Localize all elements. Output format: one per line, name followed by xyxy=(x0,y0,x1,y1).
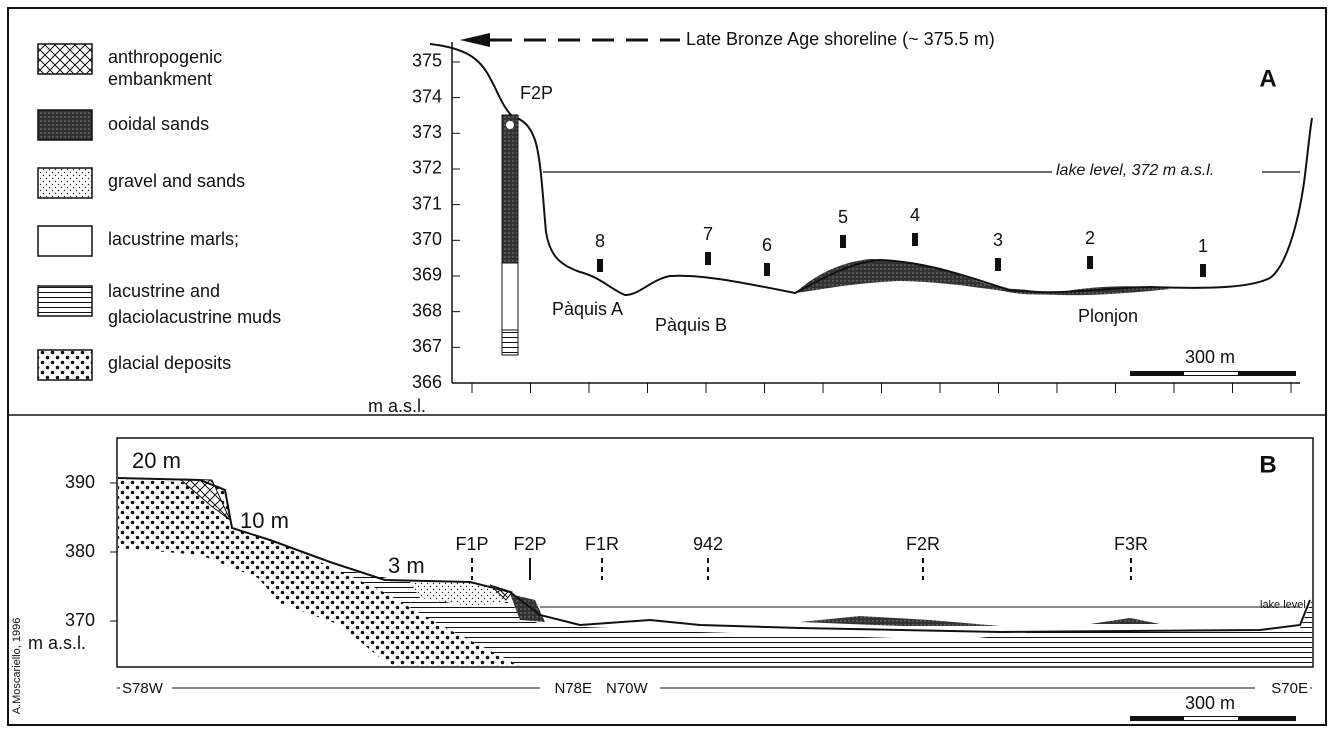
y-tick-label: 367 xyxy=(412,336,442,356)
panel-label: B xyxy=(1259,451,1276,478)
site-marker xyxy=(705,252,711,265)
y-tick-label: 371 xyxy=(412,193,442,213)
site-marker xyxy=(995,258,1001,271)
terrace-label: 20 m xyxy=(132,448,181,473)
legend-label: glaciolacustrine muds xyxy=(108,307,281,327)
panel-label: A xyxy=(1259,65,1276,92)
core-label: F2P xyxy=(520,83,553,103)
frame xyxy=(7,7,1327,726)
place-label: Plonjon xyxy=(1078,306,1138,326)
site-marker xyxy=(764,263,770,276)
site-label: 8 xyxy=(595,231,605,251)
y-tick-label: 370 xyxy=(412,229,442,249)
legend-swatch xyxy=(37,225,93,257)
core-label: F2R xyxy=(906,534,940,554)
site-marker xyxy=(1087,256,1093,269)
direction: N78E xyxy=(554,680,592,697)
site-label: 1 xyxy=(1198,236,1208,256)
legend-label: glacial deposits xyxy=(108,353,231,373)
scale-bar xyxy=(1184,372,1238,375)
y-tick-label: 366 xyxy=(412,372,442,392)
core-log xyxy=(501,114,519,356)
legend-swatch xyxy=(37,167,93,199)
legend-label: embankment xyxy=(108,69,212,89)
y-tick-label: 370 xyxy=(65,610,95,630)
core-label: 942 xyxy=(693,534,723,554)
core-label: F2P xyxy=(513,534,546,554)
legend xyxy=(37,43,93,381)
annotation: Late Bronze Age shoreline (~ 375.5 m) xyxy=(686,29,995,49)
y-tick-label: 369 xyxy=(412,265,442,285)
axis-unit: m a.s.l. xyxy=(368,396,426,416)
terrace-label: 3 m xyxy=(388,553,425,578)
place-label: Pàquis A xyxy=(552,299,623,319)
ooidal-sands xyxy=(510,594,1160,626)
legend-swatch xyxy=(37,349,93,381)
core-label: F3R xyxy=(1114,534,1148,554)
scale-label: 300 m xyxy=(1185,693,1235,713)
place-label: Pàquis B xyxy=(655,315,727,335)
site-label: 5 xyxy=(838,207,848,227)
terrace-label: 10 m xyxy=(240,508,289,533)
y-tick-label: 373 xyxy=(412,122,442,142)
profile xyxy=(117,477,1311,634)
core-label: F1P xyxy=(455,534,488,554)
muds xyxy=(300,562,1312,666)
scale-bar xyxy=(1184,717,1238,720)
axis-unit: m a.s.l. xyxy=(28,633,86,653)
gravel xyxy=(410,581,505,606)
site-marker xyxy=(840,235,846,248)
scale-label: 300 m xyxy=(1185,347,1235,367)
core-label: F1R xyxy=(585,534,619,554)
ooidal-sands xyxy=(795,259,1040,294)
site-label: 6 xyxy=(762,235,772,255)
site-marker xyxy=(912,233,918,246)
direction: S78W xyxy=(122,680,164,697)
site-label: 4 xyxy=(910,205,920,225)
site-label: 7 xyxy=(703,224,713,244)
legend-label: lacustrine marls; xyxy=(108,229,239,249)
direction: N70W xyxy=(606,680,649,697)
site-marker xyxy=(597,259,603,272)
credit: A.Moscariello, 1996 xyxy=(11,618,23,715)
annotation: lake level xyxy=(1260,599,1306,611)
y-tick-label: 375 xyxy=(412,51,442,71)
legend-label: gravel and sands xyxy=(108,171,245,191)
annotation: lake level, 372 m a.s.l. xyxy=(1056,162,1214,179)
y-tick-label: 368 xyxy=(412,300,442,320)
profile xyxy=(429,43,1313,297)
y-tick-label: 372 xyxy=(412,158,442,178)
site-label: 3 xyxy=(993,230,1003,250)
arrow-head xyxy=(460,33,490,47)
legend-label: ooidal sands xyxy=(108,114,209,134)
legend-swatch xyxy=(37,43,93,75)
legend-label: anthropogenic xyxy=(108,47,222,67)
legend-swatch xyxy=(37,109,93,141)
y-tick-label: 390 xyxy=(65,472,95,492)
y-tick-label: 374 xyxy=(412,86,442,106)
site-marker xyxy=(1200,264,1206,277)
direction: S70E xyxy=(1271,680,1308,697)
site-label: 2 xyxy=(1085,228,1095,248)
legend-swatch xyxy=(37,285,93,317)
glacial xyxy=(118,478,520,666)
y-tick-label: 380 xyxy=(65,541,95,561)
legend-label: lacustrine and xyxy=(108,281,220,301)
